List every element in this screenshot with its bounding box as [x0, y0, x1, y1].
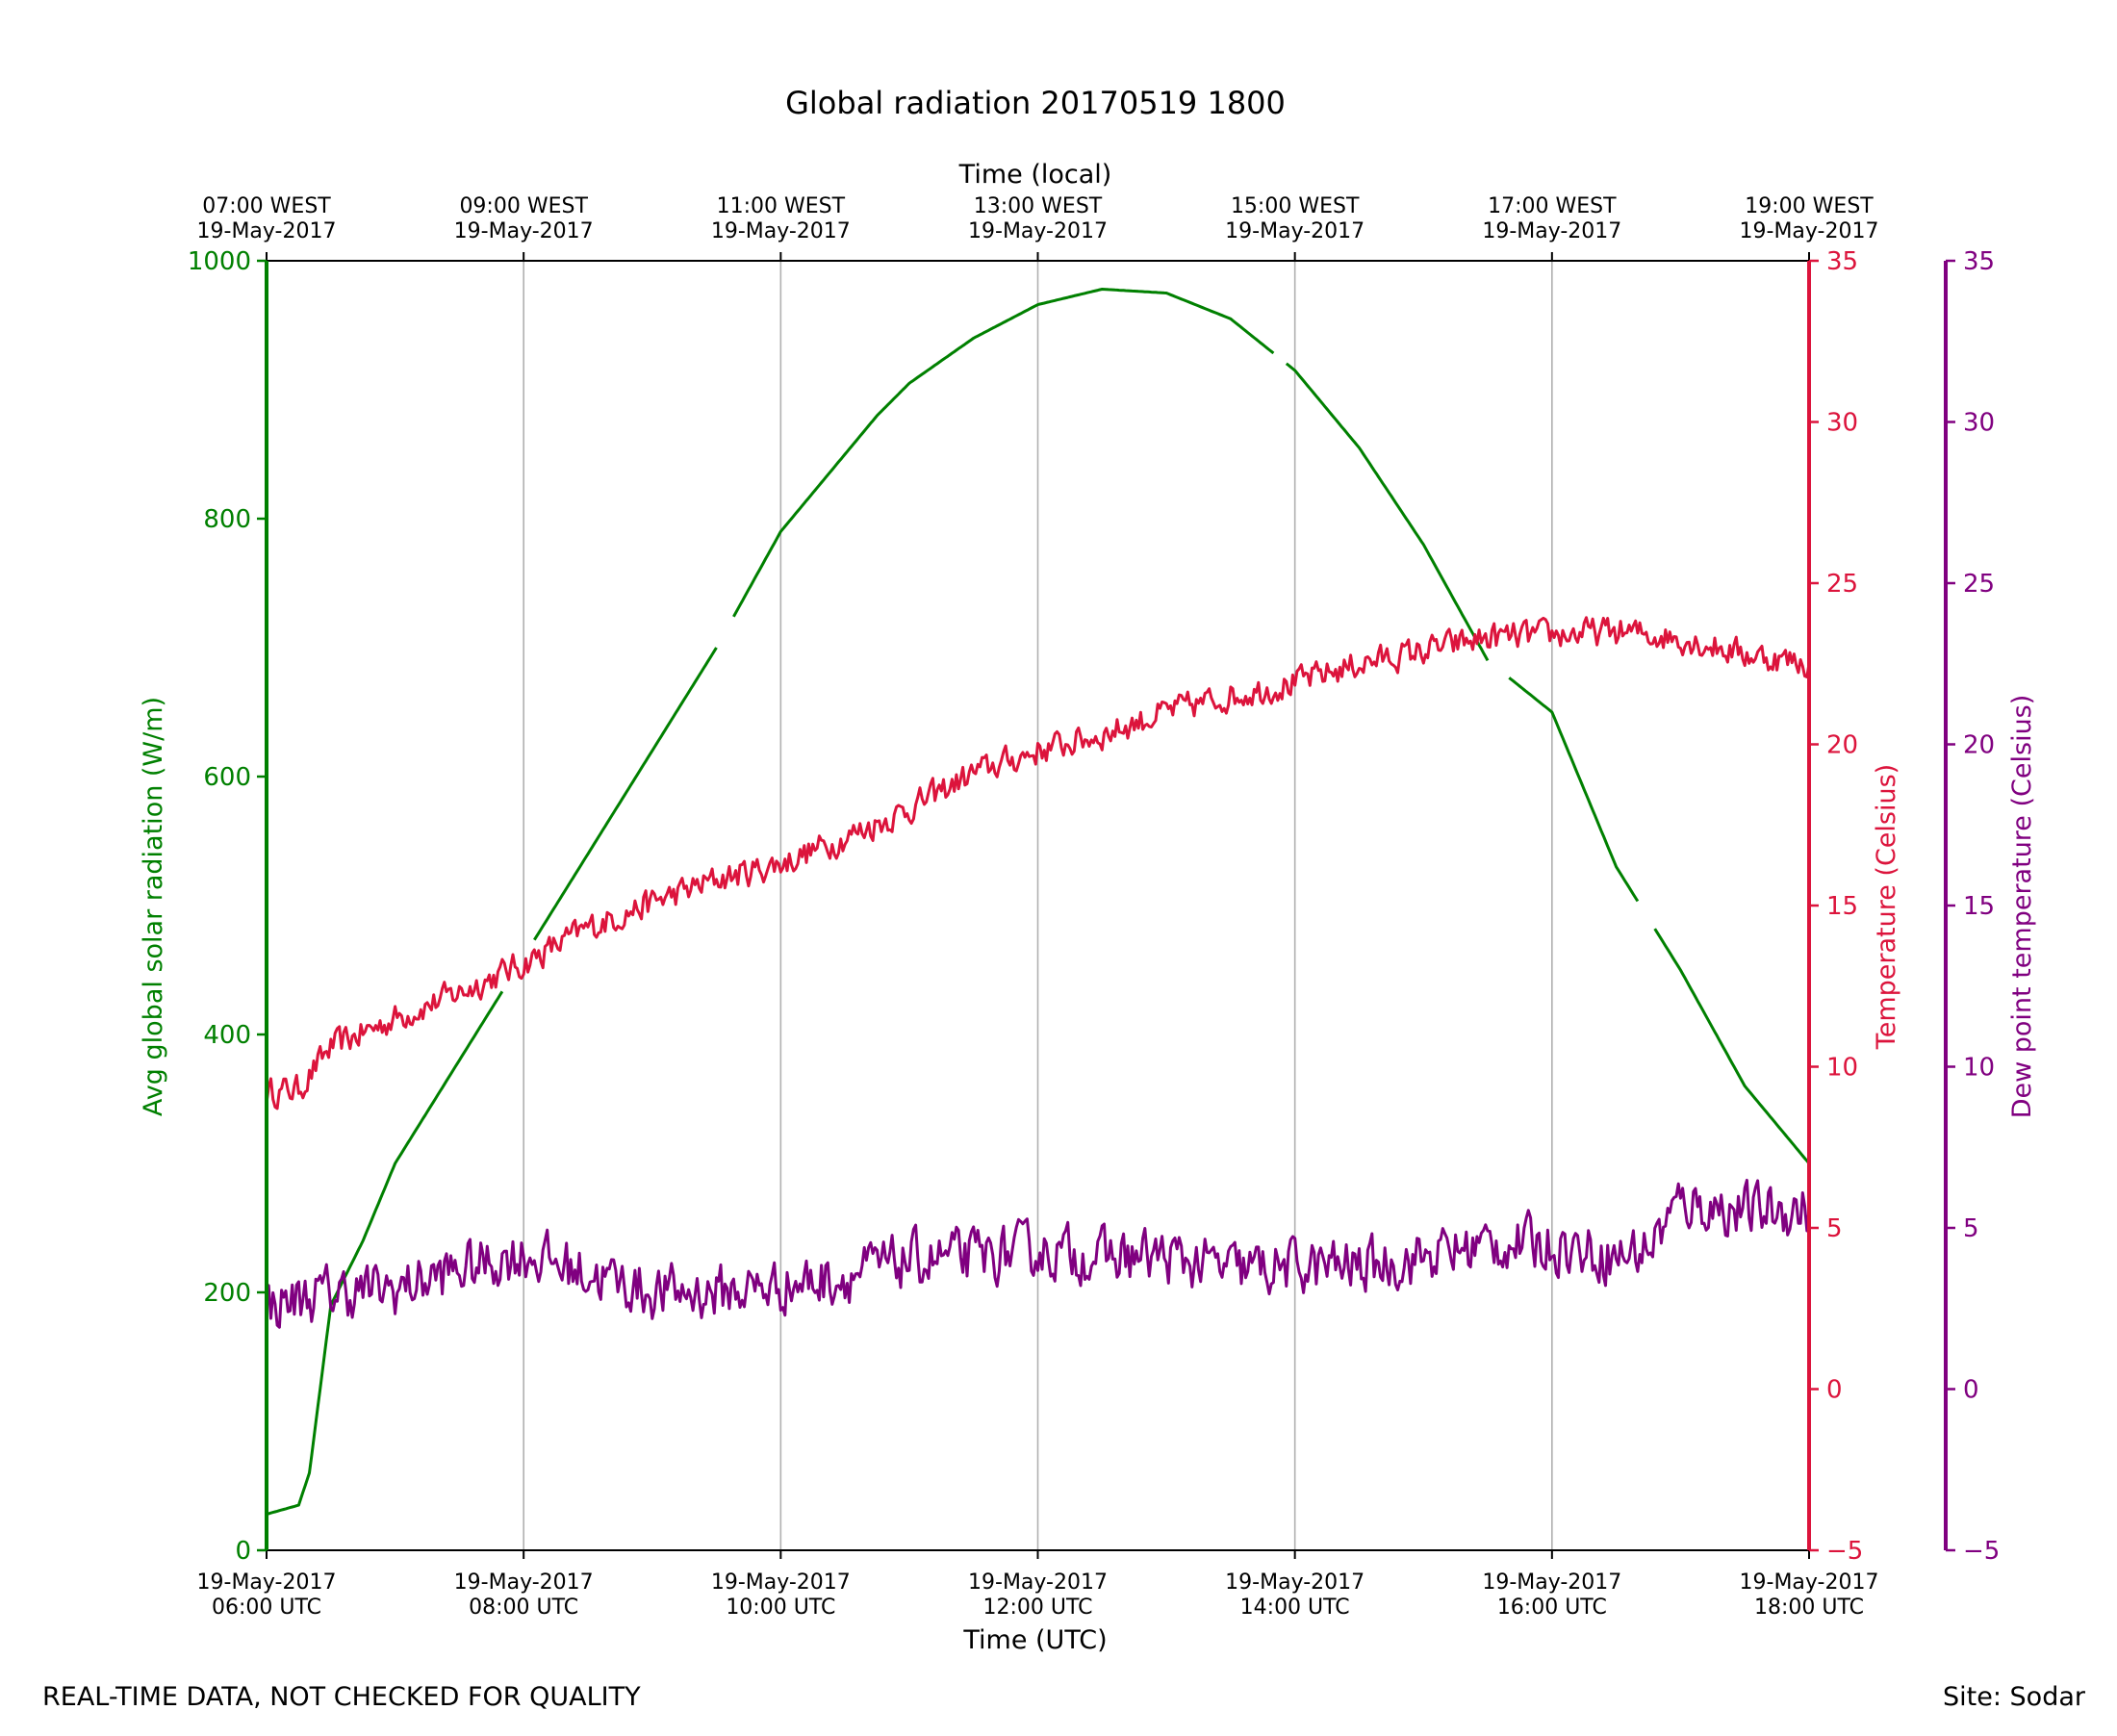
bottom-tick-label: 19-May-2017 — [1225, 1570, 1365, 1595]
dewpoint-tick-label: 35 — [1963, 247, 1995, 276]
bottom-tick-label: 19-May-2017 — [968, 1570, 1108, 1595]
bottom-tick-label: 19-May-2017 — [197, 1570, 337, 1595]
dewpoint-tick-label: −5 — [1963, 1537, 2000, 1566]
temperature-tick-label: 35 — [1826, 247, 1858, 276]
dewpoint-tick-label: 20 — [1963, 731, 1995, 760]
temperature-tick-label: 25 — [1826, 570, 1858, 599]
bottom-tick-label: 19-May-2017 — [711, 1570, 851, 1595]
dewpoint-tick-label: 0 — [1963, 1376, 1979, 1405]
bottom-tick-label: 08:00 UTC — [469, 1596, 578, 1620]
temperature-tick-label: 5 — [1826, 1214, 1843, 1243]
top-tick-label: 17:00 WEST — [1488, 194, 1617, 218]
dewpoint-tick-label: 30 — [1963, 409, 1995, 438]
radiation-series-line — [266, 288, 1811, 1516]
top-tick-label: 19:00 WEST — [1745, 194, 1874, 218]
dewpoint-series-line — [265, 1178, 1811, 1329]
top-tick-label: 15:00 WEST — [1231, 194, 1360, 218]
bottom-tick-label: 19-May-2017 — [454, 1570, 594, 1595]
top-tick-label: 11:00 WEST — [717, 194, 846, 218]
bottom-tick-label: 14:00 UTC — [1240, 1596, 1350, 1620]
bottom-tick-label: 19-May-2017 — [1482, 1570, 1621, 1595]
top-tick-label: 19-May-2017 — [454, 219, 594, 243]
top-tick-label: 19-May-2017 — [1482, 219, 1621, 243]
temperature-tick-label: 15 — [1826, 892, 1858, 921]
top-tick-label: 09:00 WEST — [459, 194, 588, 218]
dewpoint-tick-label: 25 — [1963, 570, 1995, 599]
temperature-series-line — [265, 616, 1811, 1111]
bottom-tick-label: 19-May-2017 — [1740, 1570, 1879, 1595]
top-tick-label: 19-May-2017 — [197, 219, 337, 243]
grid-layer — [523, 261, 1553, 1550]
radiation-tick-label: 200 — [203, 1279, 251, 1308]
top-tick-label: 19-May-2017 — [1740, 219, 1879, 243]
temperature-tick-label: −5 — [1826, 1537, 1863, 1566]
radiation-tick-label: 800 — [203, 505, 251, 534]
chart-title: Global radiation 20170519 1800 — [785, 85, 1286, 121]
site-label: Site: Sodar — [1943, 1682, 2086, 1712]
top-tick-label: 19-May-2017 — [711, 219, 851, 243]
temperature-tick-label: 30 — [1826, 409, 1858, 438]
top-tick-label: 19-May-2017 — [1225, 219, 1365, 243]
bottom-tick-label: 16:00 UTC — [1497, 1596, 1607, 1620]
radiation-tick-label: 400 — [203, 1021, 251, 1050]
series-layer — [265, 288, 1811, 1516]
radiation-axis-label: Avg global solar radiation (W/m) — [139, 697, 168, 1116]
top-tick-label: 13:00 WEST — [974, 194, 1103, 218]
top-tick-label: 19-May-2017 — [968, 219, 1108, 243]
bottom-tick-label: 18:00 UTC — [1754, 1596, 1864, 1620]
radiation-tick-label: 600 — [203, 763, 251, 792]
bottom-tick-label: 10:00 UTC — [726, 1596, 835, 1620]
bottom-tick-label: 12:00 UTC — [982, 1596, 1092, 1620]
temperature-tick-label: 0 — [1826, 1376, 1843, 1405]
data-quality-note: REAL-TIME DATA, NOT CHECKED FOR QUALITY — [42, 1682, 641, 1712]
top-axis-label: Time (local) — [958, 160, 1112, 190]
temperature-tick-label: 10 — [1826, 1054, 1858, 1083]
radiation-tick-label: 0 — [235, 1537, 251, 1566]
top-tick-label: 07:00 WEST — [202, 194, 331, 218]
bottom-axis-label: Time (UTC) — [962, 1625, 1107, 1655]
dewpoint-tick-label: 10 — [1963, 1054, 1995, 1083]
dewpoint-tick-label: 5 — [1963, 1214, 1979, 1243]
dewpoint-axis-label: Dew point temperature (Celsius) — [2007, 695, 2037, 1119]
temperature-axis-label: Temperature (Celsius) — [1872, 764, 1901, 1050]
dewpoint-tick-label: 15 — [1963, 892, 1995, 921]
temperature-tick-label: 20 — [1826, 731, 1858, 760]
radiation-tick-label: 1000 — [188, 247, 251, 276]
bottom-tick-label: 06:00 UTC — [212, 1596, 321, 1620]
